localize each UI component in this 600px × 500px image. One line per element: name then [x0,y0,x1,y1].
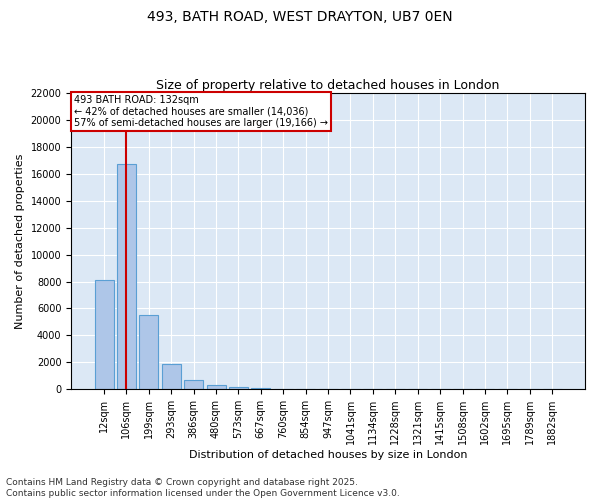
Bar [274,388,293,389]
Bar [251,388,271,389]
X-axis label: Distribution of detached houses by size in London: Distribution of detached houses by size … [189,450,467,460]
Title: Size of property relative to detached houses in London: Size of property relative to detached ho… [157,79,500,92]
Text: Contains HM Land Registry data © Crown copyright and database right 2025.
Contai: Contains HM Land Registry data © Crown c… [6,478,400,498]
Text: 493, BATH ROAD, WEST DRAYTON, UB7 0EN: 493, BATH ROAD, WEST DRAYTON, UB7 0EN [147,10,453,24]
Bar [117,164,136,389]
Bar [184,380,203,389]
Bar [95,280,113,389]
Bar [229,386,248,389]
Y-axis label: Number of detached properties: Number of detached properties [15,154,25,329]
Bar [139,315,158,389]
Text: 493 BATH ROAD: 132sqm
← 42% of detached houses are smaller (14,036)
57% of semi-: 493 BATH ROAD: 132sqm ← 42% of detached … [74,94,328,128]
Bar [206,384,226,389]
Bar [162,364,181,389]
